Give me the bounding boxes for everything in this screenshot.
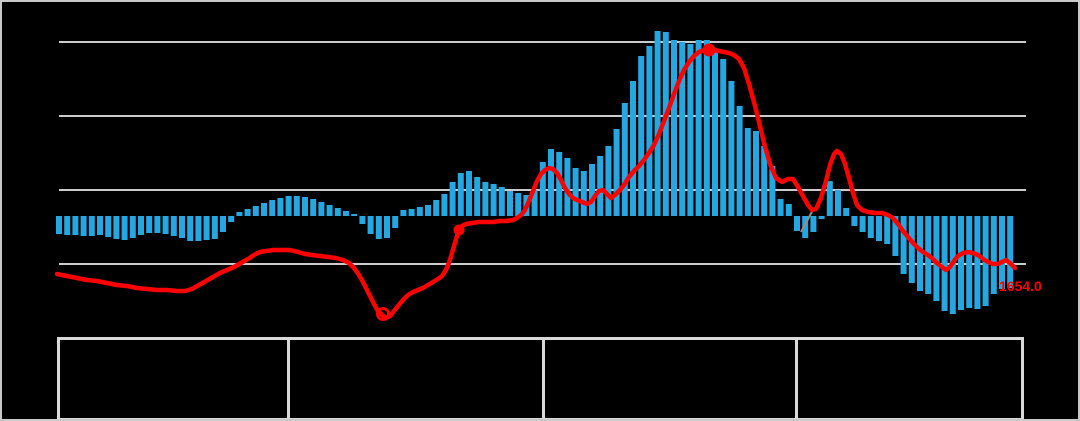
stats-table [57, 337, 1024, 419]
chart-title [172, 22, 592, 42]
stats-cell-1 [60, 340, 290, 418]
legend-line-swatch [345, 79, 386, 84]
stats-cell-4 [798, 340, 1021, 418]
signal-line [54, 46, 1018, 321]
histogram-bars [56, 31, 1014, 314]
line-markers [376, 43, 716, 321]
stats-cell-3 [545, 340, 798, 418]
legend-bar-swatch [235, 75, 271, 87]
stats-cell-2 [290, 340, 545, 418]
line-end-value-label: 1654.0 [999, 278, 1042, 294]
